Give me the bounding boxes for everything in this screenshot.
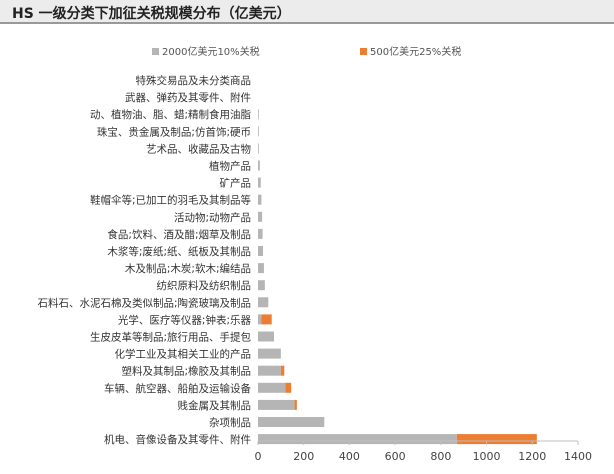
bar-segment: [258, 126, 259, 137]
category-label: 塑料及其制品;橡胶及其制品: [121, 365, 251, 378]
category-label: 鞋帽伞等;已加工的羽毛及其制品等: [90, 194, 252, 207]
legend-swatch: [360, 48, 367, 55]
title-bar: HS 一级分类下加征关税规模分布（亿美元）: [0, 0, 614, 24]
bar-segment: [280, 365, 285, 376]
category-label: 艺术品、收藏品及古物: [146, 142, 251, 155]
bar-segment: [258, 434, 457, 445]
bar-segment: [258, 348, 281, 359]
category-label: 光学、医疗等仪器;钟表;乐器: [118, 313, 252, 326]
bar-chart: 2000亿美元10%关税 500亿美元25%关税特殊交易品及未分类商品武器、弹药及…: [37, 45, 592, 463]
category-label: 活动物;动物产品: [174, 211, 251, 224]
category-label: 化学工业及其相关工业的产品: [115, 348, 252, 361]
bar-segment: [258, 109, 259, 120]
x-tick-label: 600: [385, 450, 406, 463]
bar-segment: [258, 365, 281, 376]
bar-segment: [285, 382, 292, 393]
bar-segment: [258, 314, 262, 325]
bar-segment: [258, 417, 325, 427]
x-tick-label: 0: [255, 450, 262, 463]
category-label: 动、植物油、脂、蜡;精制食用油脂: [90, 108, 252, 121]
bar-segment: [258, 194, 262, 205]
x-tick-label: 1200: [518, 450, 546, 463]
category-label: 车辆、航空器、船舶及运输设备: [104, 382, 251, 395]
x-tick-label: 200: [293, 450, 314, 463]
category-label: 矿产品: [220, 177, 252, 190]
category-label: 石料石、水泥石棉及类似制品;陶瓷玻璃及制品: [37, 296, 251, 309]
bar-segment: [258, 331, 274, 342]
bar-segment: [456, 434, 537, 445]
x-tick-label: 1000: [473, 450, 501, 463]
category-label: 特殊交易品及未分类商品: [136, 74, 252, 87]
chart-title: HS 一级分类下加征关税规模分布（亿美元）: [12, 6, 291, 22]
x-tick-label: 800: [430, 450, 451, 463]
bar-segment: [258, 263, 264, 274]
category-label: 木及制品;木炭;软木;编结品: [125, 262, 251, 275]
bar-segment: [258, 160, 260, 171]
category-label: 生皮皮革等制品;旅行用品、手提包: [90, 331, 252, 344]
bar-segment: [258, 143, 259, 154]
bar-segment: [258, 211, 263, 222]
category-label: 食品;饮料、酒及醋;烟草及制品: [107, 228, 251, 241]
category-label: 植物产品: [209, 160, 251, 173]
bar-segment: [261, 314, 272, 325]
legend-label: 2000亿美元10%关税: [162, 45, 260, 58]
bar-segment: [258, 399, 295, 410]
legend-swatch: [152, 48, 159, 55]
category-label: 纺织原料及纺织制品: [157, 279, 252, 292]
category-label: 木浆等;废纸;纸、纸板及其制品: [107, 245, 251, 258]
category-label: 珠宝、贵金属及制品;仿首饰;硬币: [97, 125, 251, 138]
bar-segment: [258, 280, 265, 291]
bar-segment: [258, 228, 263, 239]
category-label: 机电、音像设备及其零件、附件: [104, 433, 251, 446]
bar-segment: [294, 399, 297, 410]
x-tick-label: 400: [339, 450, 360, 463]
category-label: 武器、弹药及其零件、附件: [125, 91, 251, 104]
bar-segment: [258, 382, 286, 393]
x-tick-label: 1400: [564, 450, 592, 463]
legend-label: 500亿美元25%关税: [370, 45, 461, 58]
category-label: 贱金属及其制品: [178, 399, 252, 412]
bar-segment: [258, 246, 264, 256]
bar-segment: [258, 177, 261, 188]
category-label: 杂项制品: [209, 416, 251, 429]
bar-segment: [258, 297, 269, 308]
